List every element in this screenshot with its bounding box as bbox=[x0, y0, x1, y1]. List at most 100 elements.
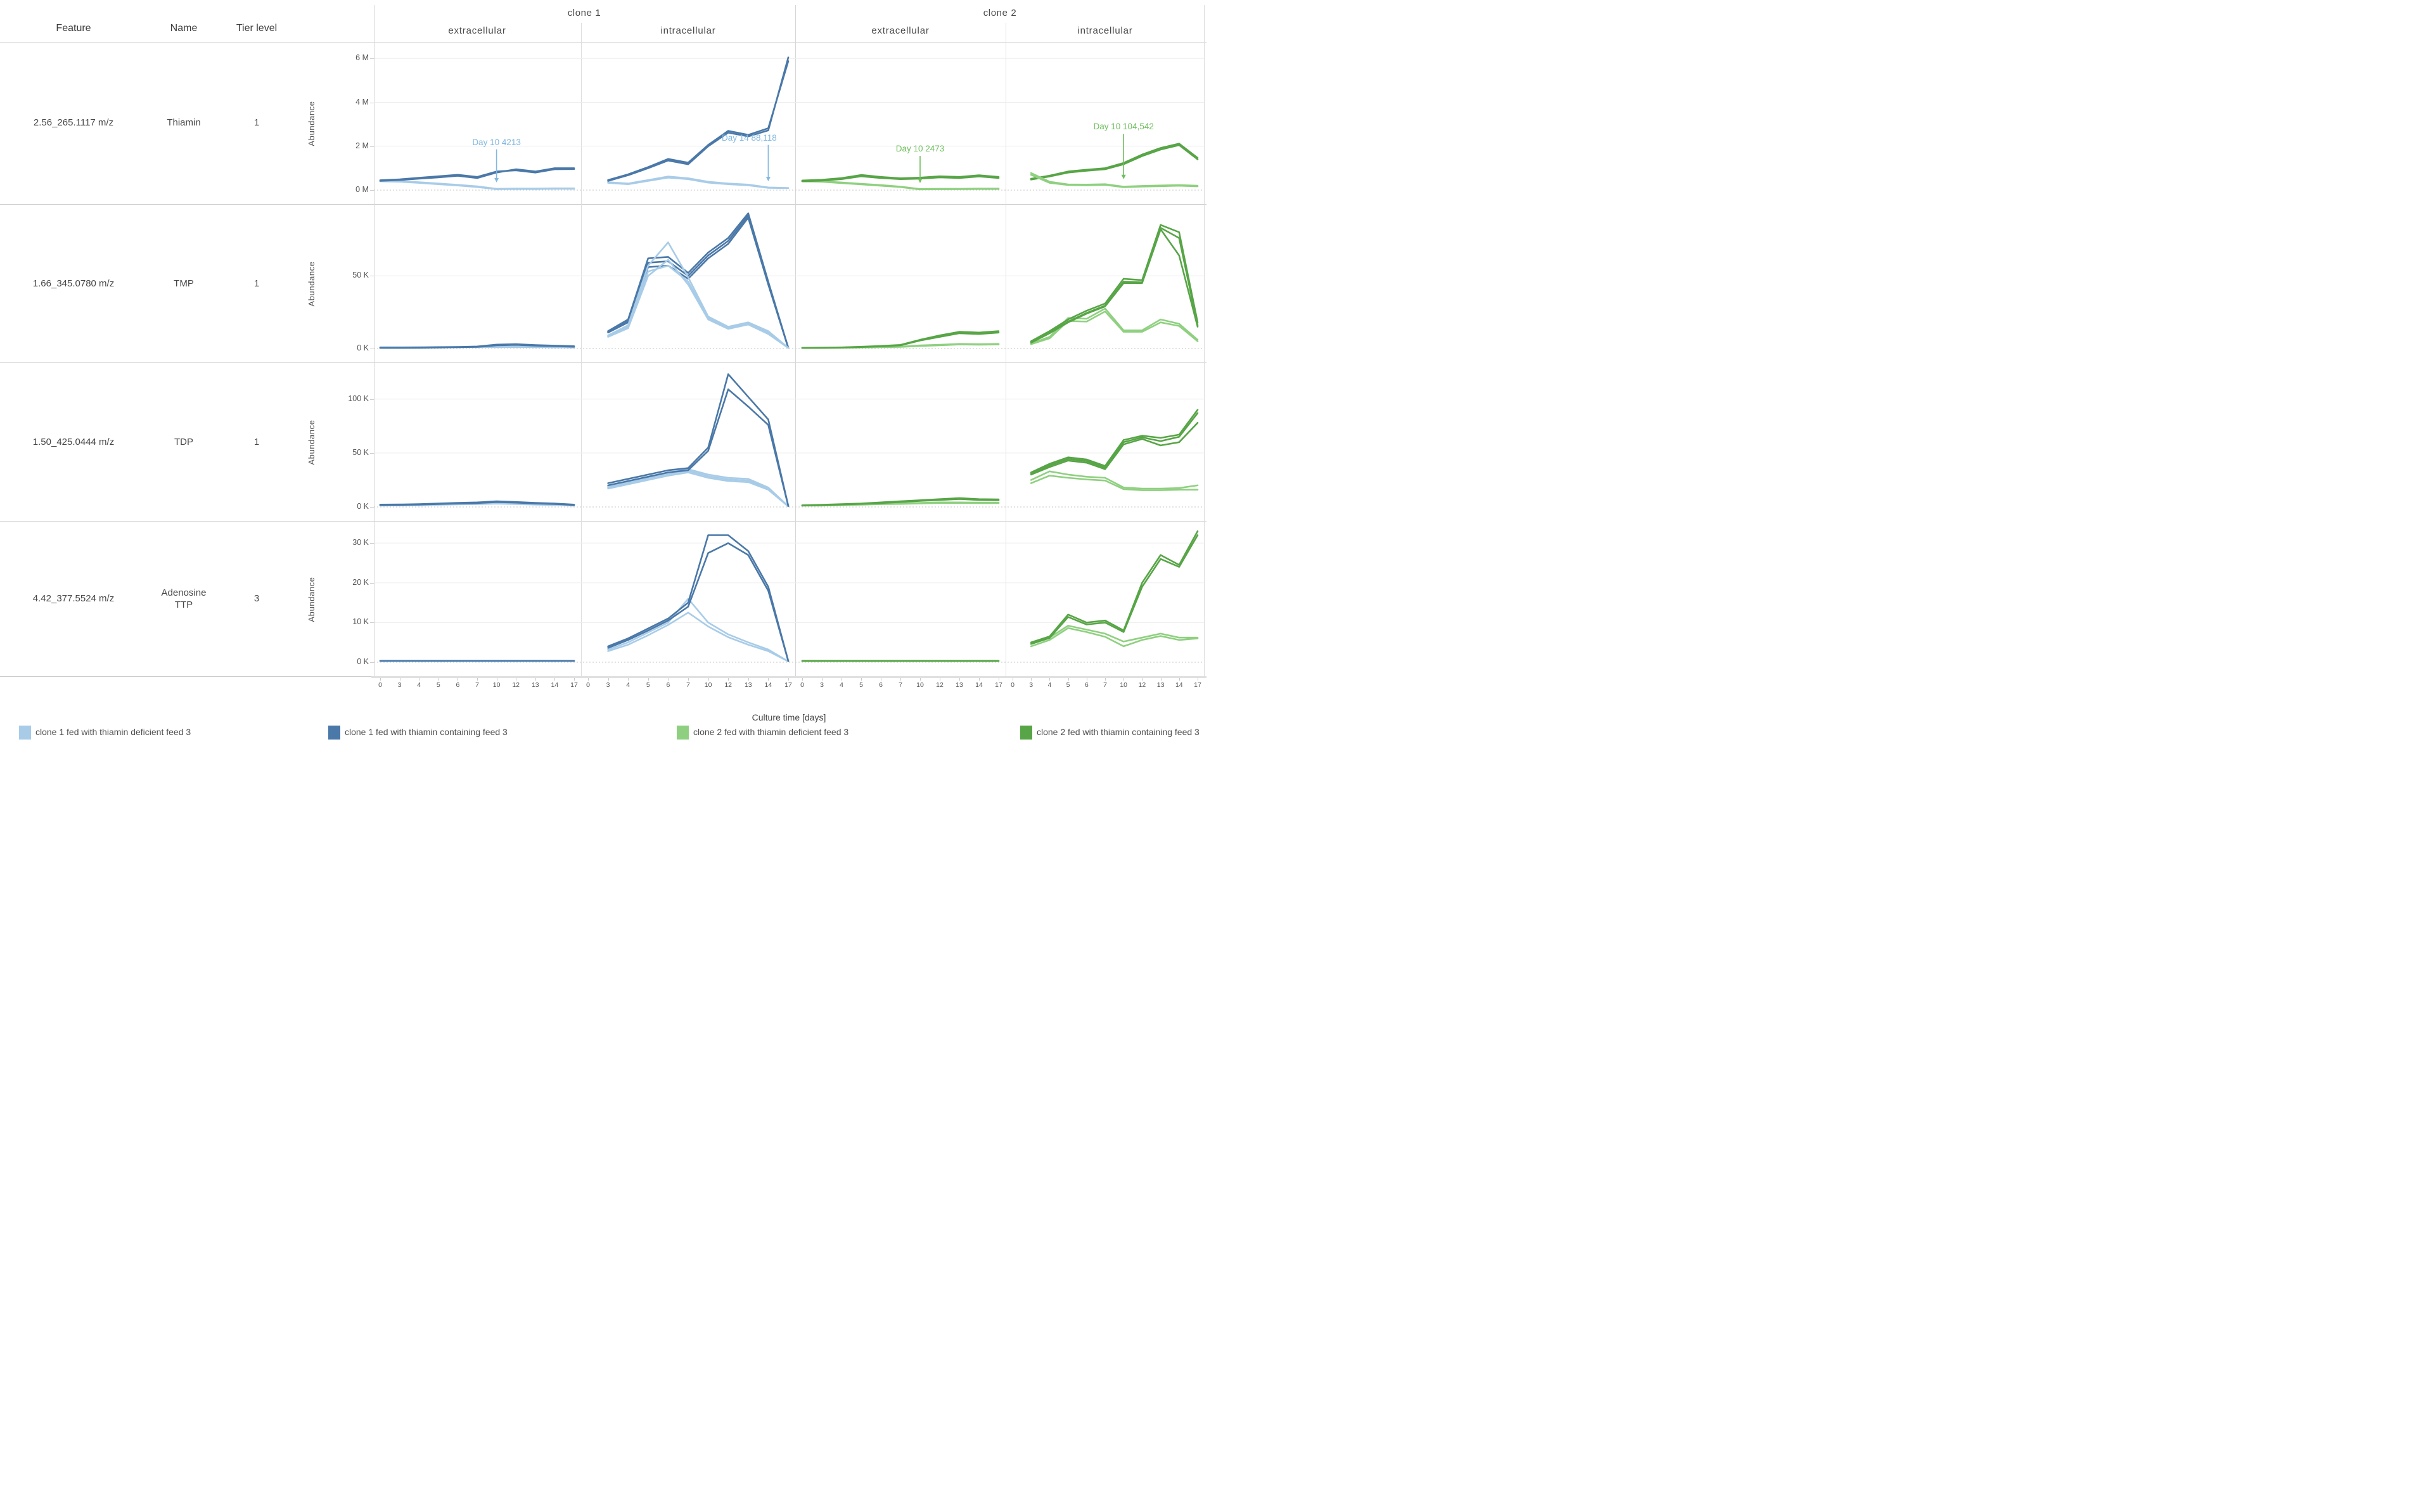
annotation-arrow-icon bbox=[494, 177, 499, 183]
x-tick-mark bbox=[708, 678, 709, 681]
data-line-c2c bbox=[1030, 412, 1199, 475]
x-axis-title: Culture time [days] bbox=[752, 712, 826, 722]
x-tick-mark bbox=[920, 678, 921, 681]
separator-line bbox=[581, 23, 582, 676]
row-line-charts bbox=[374, 373, 1204, 508]
data-line-c1d bbox=[607, 177, 790, 189]
y-tick-mark bbox=[370, 452, 374, 454]
separator-line bbox=[0, 521, 1206, 522]
annotation-arrow-icon bbox=[918, 178, 923, 183]
row-line-charts bbox=[374, 530, 1204, 663]
row-tier-level: 3 bbox=[253, 593, 260, 605]
data-line-c1d bbox=[607, 471, 790, 508]
x-tick-label: 0 bbox=[800, 681, 804, 689]
x-tick-label: 12 bbox=[1138, 681, 1146, 689]
group-header-clone-2: clone 2 bbox=[983, 8, 1017, 18]
x-tick-label: 17 bbox=[570, 681, 578, 689]
x-tick-mark bbox=[861, 678, 862, 681]
y-tick-label: 0 M bbox=[355, 185, 369, 194]
y-tick-label: 20 K bbox=[352, 577, 369, 587]
x-tick-mark bbox=[380, 678, 381, 681]
y-tick-mark bbox=[370, 622, 374, 624]
x-tick-mark bbox=[959, 678, 960, 681]
y-tick-label: 0 K bbox=[357, 502, 369, 511]
x-tick-label: 5 bbox=[436, 681, 440, 689]
x-tick-label: 4 bbox=[417, 681, 421, 689]
col-header-tier-level: Tier level bbox=[236, 23, 278, 34]
x-tick-label: 17 bbox=[784, 681, 792, 689]
data-line-c2c bbox=[801, 331, 1000, 349]
data-line-c2d bbox=[1030, 475, 1199, 491]
separator-line bbox=[0, 204, 1206, 205]
data-line-c2d bbox=[1030, 174, 1199, 188]
x-tick-mark bbox=[1105, 678, 1106, 681]
row-tier-level: 1 bbox=[253, 117, 260, 129]
y-axis-title: Abundance bbox=[307, 100, 316, 146]
x-tick-label: 4 bbox=[626, 681, 630, 689]
y-tick-mark bbox=[370, 662, 374, 663]
x-tick-mark bbox=[535, 678, 536, 681]
x-tick-label: 3 bbox=[606, 681, 610, 689]
x-tick-label: 4 bbox=[1047, 681, 1052, 689]
x-tick-label: 14 bbox=[551, 681, 559, 689]
y-tick-label: 30 K bbox=[352, 538, 369, 548]
annotation-label: Day 10 104,542 bbox=[1093, 122, 1154, 132]
x-tick-label: 6 bbox=[1084, 681, 1089, 689]
subgroup-header-clone2-intracellular: intracellular bbox=[1077, 25, 1133, 36]
annotation-arrow-icon bbox=[765, 177, 771, 182]
x-tick-label: 12 bbox=[512, 681, 520, 689]
data-line-c1c bbox=[607, 60, 790, 181]
x-tick-mark bbox=[1160, 678, 1162, 681]
separator-line bbox=[795, 5, 796, 676]
x-tick-mark bbox=[574, 678, 575, 681]
x-tick-label: 4 bbox=[840, 681, 843, 689]
data-line-c2c bbox=[1030, 409, 1199, 473]
x-tick-mark bbox=[438, 678, 439, 681]
data-line-c2c bbox=[801, 175, 1000, 183]
data-line-c2d bbox=[1030, 307, 1199, 345]
x-tick-mark bbox=[1179, 678, 1180, 681]
x-tick-label: 5 bbox=[1066, 681, 1070, 689]
x-tick-label: 0 bbox=[378, 681, 382, 689]
x-tick-label: 14 bbox=[1175, 681, 1183, 689]
data-line-c1d bbox=[379, 179, 575, 190]
row-name: TDP bbox=[174, 436, 193, 447]
x-tick-mark bbox=[728, 678, 729, 681]
x-tick-mark bbox=[788, 678, 789, 681]
y-tick-label: 0 K bbox=[357, 657, 369, 666]
legend-label: clone 2 fed with thiamin containing feed… bbox=[1037, 727, 1200, 737]
data-line-c1c bbox=[607, 56, 790, 182]
x-tick-label: 10 bbox=[704, 681, 712, 689]
x-tick-mark bbox=[979, 678, 980, 681]
y-axis-title: Abundance bbox=[307, 261, 316, 307]
data-line-c1c bbox=[607, 542, 790, 662]
data-line-c1d bbox=[607, 241, 790, 349]
row-tier-level: 1 bbox=[253, 436, 260, 447]
x-tick-label: 13 bbox=[1156, 681, 1165, 689]
x-tick-mark bbox=[768, 678, 769, 681]
group-header-clone-1: clone 1 bbox=[567, 8, 601, 18]
x-tick-label: 14 bbox=[975, 681, 983, 689]
annotation-label: Day 10 4213 bbox=[472, 137, 521, 147]
y-tick-label: 4 M bbox=[355, 97, 369, 106]
x-tick-label: 12 bbox=[936, 681, 944, 689]
row-feature: 1.50_425.0444 m/z bbox=[32, 436, 115, 447]
x-tick-mark bbox=[1031, 678, 1032, 681]
x-tick-label: 17 bbox=[995, 681, 1002, 689]
x-tick-label: 3 bbox=[1029, 681, 1034, 689]
x-tick-mark bbox=[688, 678, 689, 681]
x-tick-mark bbox=[1049, 678, 1051, 681]
x-tick-mark bbox=[477, 678, 478, 681]
separator-line bbox=[0, 362, 1206, 363]
x-tick-label: 13 bbox=[744, 681, 752, 689]
data-line-c2c bbox=[801, 498, 1000, 507]
y-tick-label: 2 M bbox=[355, 141, 369, 150]
subgroup-header-clone2-extracellular: extracellular bbox=[871, 25, 930, 36]
x-tick-label: 10 bbox=[492, 681, 501, 689]
annotation-label: Day 14 88,118 bbox=[721, 132, 777, 143]
x-tick-mark bbox=[608, 678, 609, 681]
metabolite-trend-figure: Feature Name Tier level clone 1 clone 2 … bbox=[0, 0, 1206, 756]
data-line-c2c bbox=[1030, 534, 1199, 645]
data-line-c1c bbox=[607, 214, 790, 349]
x-tick-mark bbox=[628, 678, 629, 681]
